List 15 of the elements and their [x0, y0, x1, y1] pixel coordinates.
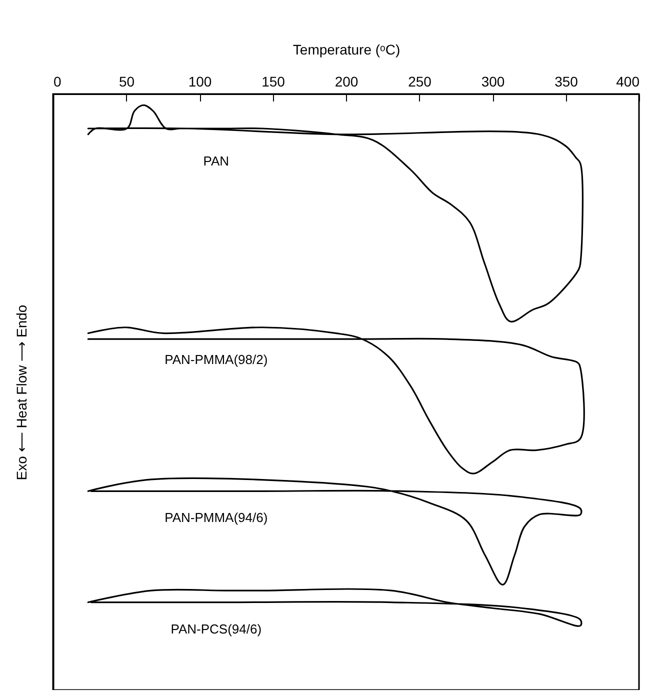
- x-tick-label: 300: [481, 74, 505, 90]
- x-axis-title: Temperature (ᵒC): [292, 42, 400, 58]
- x-tick-label: 250: [408, 74, 432, 90]
- x-tick-label: 200: [334, 74, 358, 90]
- y-axis-title: Exo ⟵ Heat Flow ⟶ Endo: [14, 304, 30, 480]
- series-label: PAN: [203, 153, 230, 168]
- x-tick-label: 150: [262, 74, 286, 90]
- x-tick-label: 0: [54, 74, 62, 90]
- x-tick-label: 350: [554, 74, 578, 90]
- x-tick-label: 50: [118, 74, 135, 90]
- series-label: PAN-PCS(94/6): [170, 621, 262, 636]
- x-tick-label: 100: [188, 74, 212, 90]
- series-label: PAN-PMMA(98/2): [164, 352, 268, 368]
- x-tick-label: 400: [616, 74, 640, 90]
- series-label: PAN-PMMA(94/6): [164, 510, 268, 526]
